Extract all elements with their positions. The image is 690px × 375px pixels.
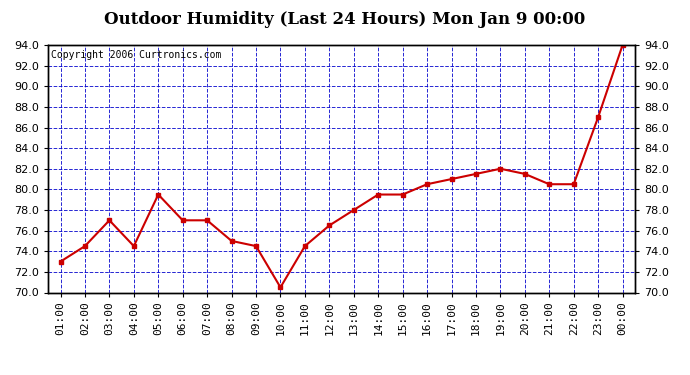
Text: Outdoor Humidity (Last 24 Hours) Mon Jan 9 00:00: Outdoor Humidity (Last 24 Hours) Mon Jan… — [104, 11, 586, 28]
Text: Copyright 2006 Curtronics.com: Copyright 2006 Curtronics.com — [51, 50, 221, 60]
